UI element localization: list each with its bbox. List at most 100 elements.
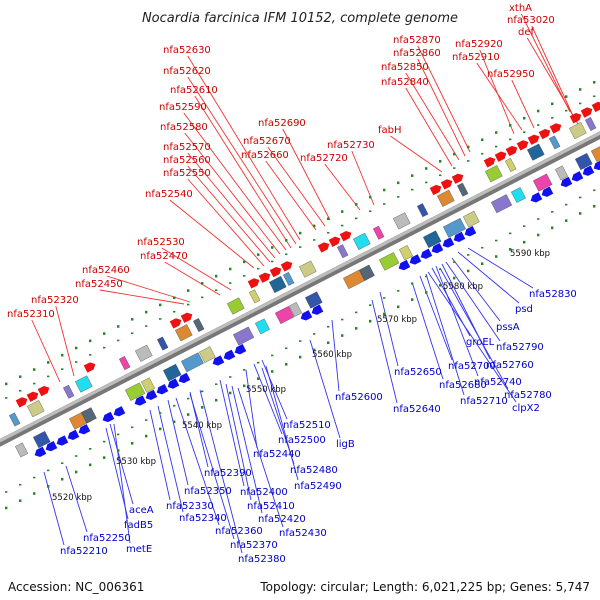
label-connector	[231, 385, 263, 514]
gene-arrow	[102, 411, 115, 423]
gene-label: nfa52560	[163, 155, 211, 166]
gene-block	[417, 203, 429, 218]
gene-label: psd	[515, 304, 533, 315]
tick-mark	[551, 117, 554, 119]
tick-mark	[439, 268, 442, 271]
tick-mark	[341, 210, 344, 213]
tick-mark	[5, 491, 8, 493]
tick-mark	[411, 298, 414, 301]
tick-mark	[243, 275, 246, 277]
tick-mark	[355, 327, 358, 330]
gene-label: nfa52350	[184, 486, 232, 497]
gene-arrow	[67, 429, 80, 441]
gene-block	[437, 189, 455, 207]
tick-mark	[33, 368, 36, 371]
gene-arrow	[580, 107, 593, 118]
gene-block	[549, 135, 561, 150]
label-connector	[390, 135, 443, 173]
tick-mark	[257, 267, 260, 270]
tick-mark	[215, 289, 218, 291]
gene-label: pssA	[496, 322, 520, 333]
gene-label: nfa52860	[393, 48, 441, 59]
tick-mark	[593, 189, 596, 192]
tick-mark	[215, 383, 218, 385]
gene-block	[227, 297, 245, 315]
tick-mark	[579, 212, 582, 215]
label-connector	[425, 273, 465, 396]
tick-mark	[355, 203, 358, 206]
tick-mark	[285, 253, 288, 256]
gene-label: nfa52570	[163, 142, 211, 153]
topology-text: Topology: circular; Length: 6,021,225 bp…	[260, 580, 590, 594]
tick-mark	[173, 310, 176, 313]
tick-mark	[187, 413, 190, 416]
gene-block	[555, 165, 569, 181]
tick-mark	[481, 262, 484, 266]
tick-mark	[75, 361, 78, 363]
gene-block	[249, 289, 261, 304]
gene-features	[9, 101, 600, 458]
tick-mark	[523, 225, 526, 227]
tick-mark	[523, 131, 526, 133]
gene-label: nfa52500	[278, 435, 326, 446]
gene-label: nfa52590	[159, 102, 207, 113]
label-connector	[189, 393, 235, 540]
gene-block	[135, 344, 153, 362]
gene-arrow	[483, 157, 496, 168]
tick-mark	[243, 384, 246, 388]
gene-block	[353, 232, 371, 250]
tick-mark	[159, 427, 162, 431]
tick-mark	[229, 267, 232, 271]
gene-label: nfa52210	[60, 546, 108, 557]
gene-block	[443, 217, 466, 238]
label-connector	[161, 247, 232, 291]
tick-mark	[285, 347, 288, 350]
gene-label: nfa52910	[452, 52, 500, 63]
tick-mark	[579, 88, 582, 91]
gene-arrow	[178, 372, 191, 384]
tick-mark	[383, 297, 386, 299]
gene-arrow	[37, 385, 50, 397]
tick-mark	[33, 382, 36, 385]
tick-marks	[5, 80, 596, 510]
kbp-label: 5580 kbp	[443, 282, 483, 292]
gene-block	[511, 187, 526, 203]
label-connector	[187, 178, 265, 267]
label-connector	[435, 265, 479, 377]
gene-arrow	[593, 159, 600, 171]
tick-mark	[117, 339, 120, 342]
tick-mark	[19, 499, 22, 503]
tick-mark	[89, 354, 92, 356]
gene-arrow	[560, 176, 573, 188]
tick-mark	[131, 317, 134, 321]
gene-block	[585, 117, 597, 131]
tick-mark	[61, 477, 64, 481]
tick-mark	[201, 282, 204, 285]
gene-arrow	[339, 231, 352, 242]
gene-label: nfa52370	[230, 540, 278, 551]
tick-mark	[579, 102, 582, 105]
tick-mark	[383, 312, 386, 316]
tick-mark	[285, 238, 288, 242]
gene-block	[505, 158, 517, 172]
gene-block	[591, 142, 600, 162]
gene-label: nfa52490	[294, 481, 342, 492]
tick-mark	[131, 441, 134, 445]
label-connector	[237, 387, 284, 528]
gene-label: nfa52710	[460, 396, 508, 407]
label-connector	[417, 58, 466, 157]
tick-mark	[271, 260, 274, 263]
label-connector	[183, 112, 287, 251]
tick-mark	[355, 217, 358, 220]
genome-backbone	[0, 131, 600, 447]
tick-mark	[103, 456, 106, 459]
label-connector	[43, 471, 65, 546]
tick-mark	[145, 434, 148, 438]
tick-mark	[187, 303, 190, 306]
gene-arrow	[505, 145, 518, 157]
tick-mark	[243, 260, 246, 264]
tick-mark	[509, 124, 512, 127]
tick-mark	[467, 145, 470, 149]
tick-mark	[313, 239, 316, 241]
